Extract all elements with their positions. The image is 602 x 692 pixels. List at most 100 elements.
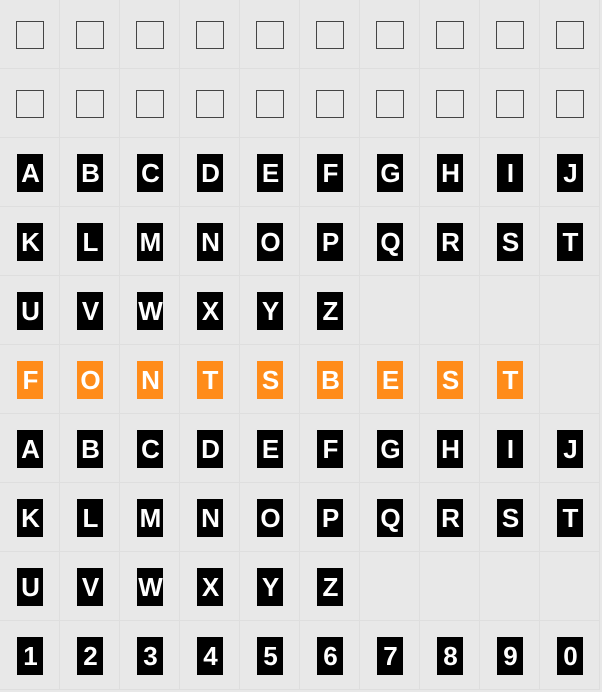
glyph: H <box>437 430 463 468</box>
grid-cell <box>360 276 420 345</box>
grid-cell: N <box>180 483 240 552</box>
glyph: E <box>377 361 403 399</box>
grid-cell: 5 <box>240 621 300 690</box>
glyph <box>557 361 583 399</box>
glyph: F <box>317 154 343 192</box>
glyph <box>256 90 284 118</box>
grid-cell <box>480 69 540 138</box>
grid-cell: D <box>180 414 240 483</box>
grid-cell: Q <box>360 207 420 276</box>
grid-cell: F <box>0 345 60 414</box>
glyph: P <box>317 223 343 261</box>
grid-cell <box>420 552 480 621</box>
grid-cell: H <box>420 138 480 207</box>
grid-cell <box>180 69 240 138</box>
grid-cell: R <box>420 207 480 276</box>
grid-cell: 9 <box>480 621 540 690</box>
glyph <box>376 21 404 49</box>
grid-cell: S <box>480 207 540 276</box>
grid-cell <box>0 0 60 69</box>
glyph: L <box>77 499 103 537</box>
glyph <box>136 90 164 118</box>
glyph: Y <box>257 292 283 330</box>
glyph: L <box>77 223 103 261</box>
grid-cell: Y <box>240 276 300 345</box>
glyph: S <box>497 223 523 261</box>
glyph: W <box>137 568 163 606</box>
glyph <box>556 90 584 118</box>
grid-cell: B <box>60 414 120 483</box>
glyph: S <box>497 499 523 537</box>
glyph <box>76 21 104 49</box>
grid-cell: U <box>0 552 60 621</box>
glyph: N <box>197 499 223 537</box>
glyph: Z <box>317 292 343 330</box>
glyph <box>496 90 524 118</box>
grid-cell: T <box>540 207 600 276</box>
glyph: V <box>77 292 103 330</box>
glyph: M <box>137 223 163 261</box>
grid-cell: X <box>180 552 240 621</box>
glyph: S <box>437 361 463 399</box>
glyph <box>436 90 464 118</box>
glyph: 9 <box>497 637 523 675</box>
glyph: V <box>77 568 103 606</box>
grid-cell: 8 <box>420 621 480 690</box>
glyph: O <box>257 499 283 537</box>
grid-cell: 4 <box>180 621 240 690</box>
glyph <box>497 292 523 330</box>
glyph: H <box>437 154 463 192</box>
glyph <box>497 568 523 606</box>
glyph: 5 <box>257 637 283 675</box>
grid-cell <box>0 69 60 138</box>
glyph <box>437 568 463 606</box>
glyph: D <box>197 154 223 192</box>
glyph <box>196 21 224 49</box>
glyph: O <box>77 361 103 399</box>
grid-cell: A <box>0 414 60 483</box>
grid-cell: Z <box>300 552 360 621</box>
glyph <box>436 21 464 49</box>
grid-cell <box>60 0 120 69</box>
grid-cell <box>540 0 600 69</box>
grid-cell <box>480 0 540 69</box>
glyph: G <box>377 154 403 192</box>
glyph: F <box>317 430 343 468</box>
glyph: Z <box>317 568 343 606</box>
glyph: X <box>197 292 223 330</box>
glyph: T <box>197 361 223 399</box>
grid-cell <box>420 276 480 345</box>
grid-cell: F <box>300 138 360 207</box>
grid-cell: C <box>120 414 180 483</box>
glyph <box>376 90 404 118</box>
grid-cell: G <box>360 138 420 207</box>
grid-cell <box>540 69 600 138</box>
glyph: B <box>77 430 103 468</box>
grid-cell: O <box>240 483 300 552</box>
glyph <box>316 21 344 49</box>
grid-cell: K <box>0 483 60 552</box>
glyph: Q <box>377 499 403 537</box>
glyph <box>496 21 524 49</box>
grid-cell: T <box>180 345 240 414</box>
grid-cell <box>300 0 360 69</box>
grid-cell: Q <box>360 483 420 552</box>
grid-cell: E <box>240 138 300 207</box>
glyph: X <box>197 568 223 606</box>
glyph: N <box>137 361 163 399</box>
glyph: 4 <box>197 637 223 675</box>
glyph: E <box>257 430 283 468</box>
grid-cell <box>240 69 300 138</box>
glyph: 1 <box>17 637 43 675</box>
grid-cell <box>540 552 600 621</box>
grid-cell: W <box>120 276 180 345</box>
grid-cell: M <box>120 483 180 552</box>
glyph: E <box>257 154 283 192</box>
glyph: T <box>557 223 583 261</box>
grid-cell <box>360 0 420 69</box>
grid-cell: P <box>300 483 360 552</box>
glyph <box>136 21 164 49</box>
glyph: 6 <box>317 637 343 675</box>
grid-cell: B <box>60 138 120 207</box>
grid-cell: 3 <box>120 621 180 690</box>
